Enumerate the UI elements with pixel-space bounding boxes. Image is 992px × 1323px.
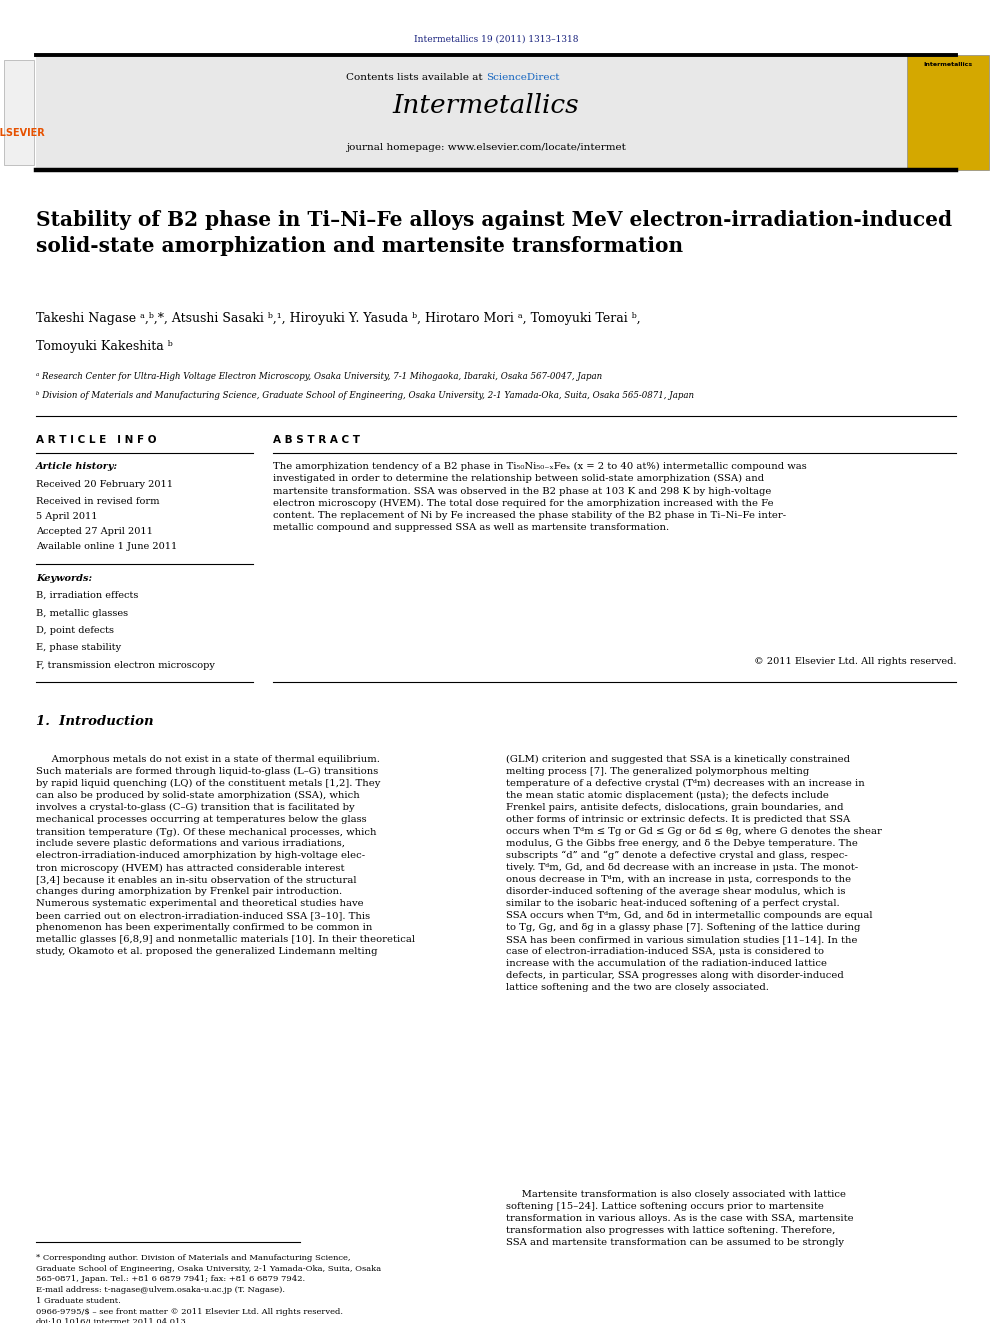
Text: A R T I C L E   I N F O: A R T I C L E I N F O <box>36 435 157 445</box>
Text: (GLM) criterion and suggested that SSA is a kinetically constrained
melting proc: (GLM) criterion and suggested that SSA i… <box>506 755 882 992</box>
Text: 1.  Introduction: 1. Introduction <box>36 714 154 728</box>
Text: ScienceDirect: ScienceDirect <box>486 73 559 82</box>
Text: Received 20 February 2011: Received 20 February 2011 <box>36 480 173 490</box>
Text: Contents lists available at: Contents lists available at <box>346 73 486 82</box>
Text: * Corresponding author. Division of Materials and Manufacturing Science,
Graduat: * Corresponding author. Division of Mate… <box>36 1254 381 1304</box>
Text: Accepted 27 April 2011: Accepted 27 April 2011 <box>36 527 153 536</box>
Text: © 2011 Elsevier Ltd. All rights reserved.: © 2011 Elsevier Ltd. All rights reserved… <box>754 658 956 665</box>
Text: Keywords:: Keywords: <box>36 574 92 583</box>
Text: Intermetallics: Intermetallics <box>393 93 579 118</box>
Text: B, metallic glasses: B, metallic glasses <box>36 609 128 618</box>
Text: Intermetallics: Intermetallics <box>924 62 972 67</box>
Text: Takeshi Nagase ᵃ,ᵇ,*, Atsushi Sasaki ᵇ,¹, Hiroyuki Y. Yasuda ᵇ, Hirotaro Mori ᵃ,: Takeshi Nagase ᵃ,ᵇ,*, Atsushi Sasaki ᵇ,¹… <box>36 312 641 325</box>
Text: ELSEVIER: ELSEVIER <box>0 128 45 138</box>
Text: Article history:: Article history: <box>36 462 118 471</box>
Bar <box>4 60 34 165</box>
Text: D, point defects: D, point defects <box>36 626 114 635</box>
Text: E, phase stability: E, phase stability <box>36 643 121 652</box>
Text: Available online 1 June 2011: Available online 1 June 2011 <box>36 542 178 550</box>
Text: The amorphization tendency of a B2 phase in Ti₅₀Ni₅₀₋ₓFeₓ (x = 2 to 40 at%) inte: The amorphization tendency of a B2 phase… <box>273 462 806 532</box>
Text: B, irradiation effects: B, irradiation effects <box>36 591 138 601</box>
Text: Tomoyuki Kakeshita ᵇ: Tomoyuki Kakeshita ᵇ <box>36 340 173 353</box>
Bar <box>907 56 989 169</box>
Bar <box>36 56 907 169</box>
Text: Intermetallics 19 (2011) 1313–1318: Intermetallics 19 (2011) 1313–1318 <box>414 34 578 44</box>
Text: ᵇ Division of Materials and Manufacturing Science, Graduate School of Engineerin: ᵇ Division of Materials and Manufacturin… <box>36 392 694 400</box>
Text: journal homepage: www.elsevier.com/locate/intermet: journal homepage: www.elsevier.com/locat… <box>346 143 626 152</box>
Text: Martensite transformation is also closely associated with lattice
softening [15–: Martensite transformation is also closel… <box>506 1189 854 1246</box>
Text: Amorphous metals do not exist in a state of thermal equilibrium.
Such materials : Amorphous metals do not exist in a state… <box>36 755 415 957</box>
Text: ᵃ Research Center for Ultra-High Voltage Electron Microscopy, Osaka University, : ᵃ Research Center for Ultra-High Voltage… <box>36 372 602 381</box>
Text: F, transmission electron microscopy: F, transmission electron microscopy <box>36 662 215 669</box>
Text: 5 April 2011: 5 April 2011 <box>36 512 97 521</box>
Text: Received in revised form: Received in revised form <box>36 497 160 505</box>
Text: A B S T R A C T: A B S T R A C T <box>273 435 360 445</box>
Text: 0966-9795/$ – see front matter © 2011 Elsevier Ltd. All rights reserved.
doi:10.: 0966-9795/$ – see front matter © 2011 El… <box>36 1308 343 1323</box>
Text: Stability of B2 phase in Ti–Ni–Fe alloys against MeV electron-irradiation-induce: Stability of B2 phase in Ti–Ni–Fe alloys… <box>36 210 952 255</box>
